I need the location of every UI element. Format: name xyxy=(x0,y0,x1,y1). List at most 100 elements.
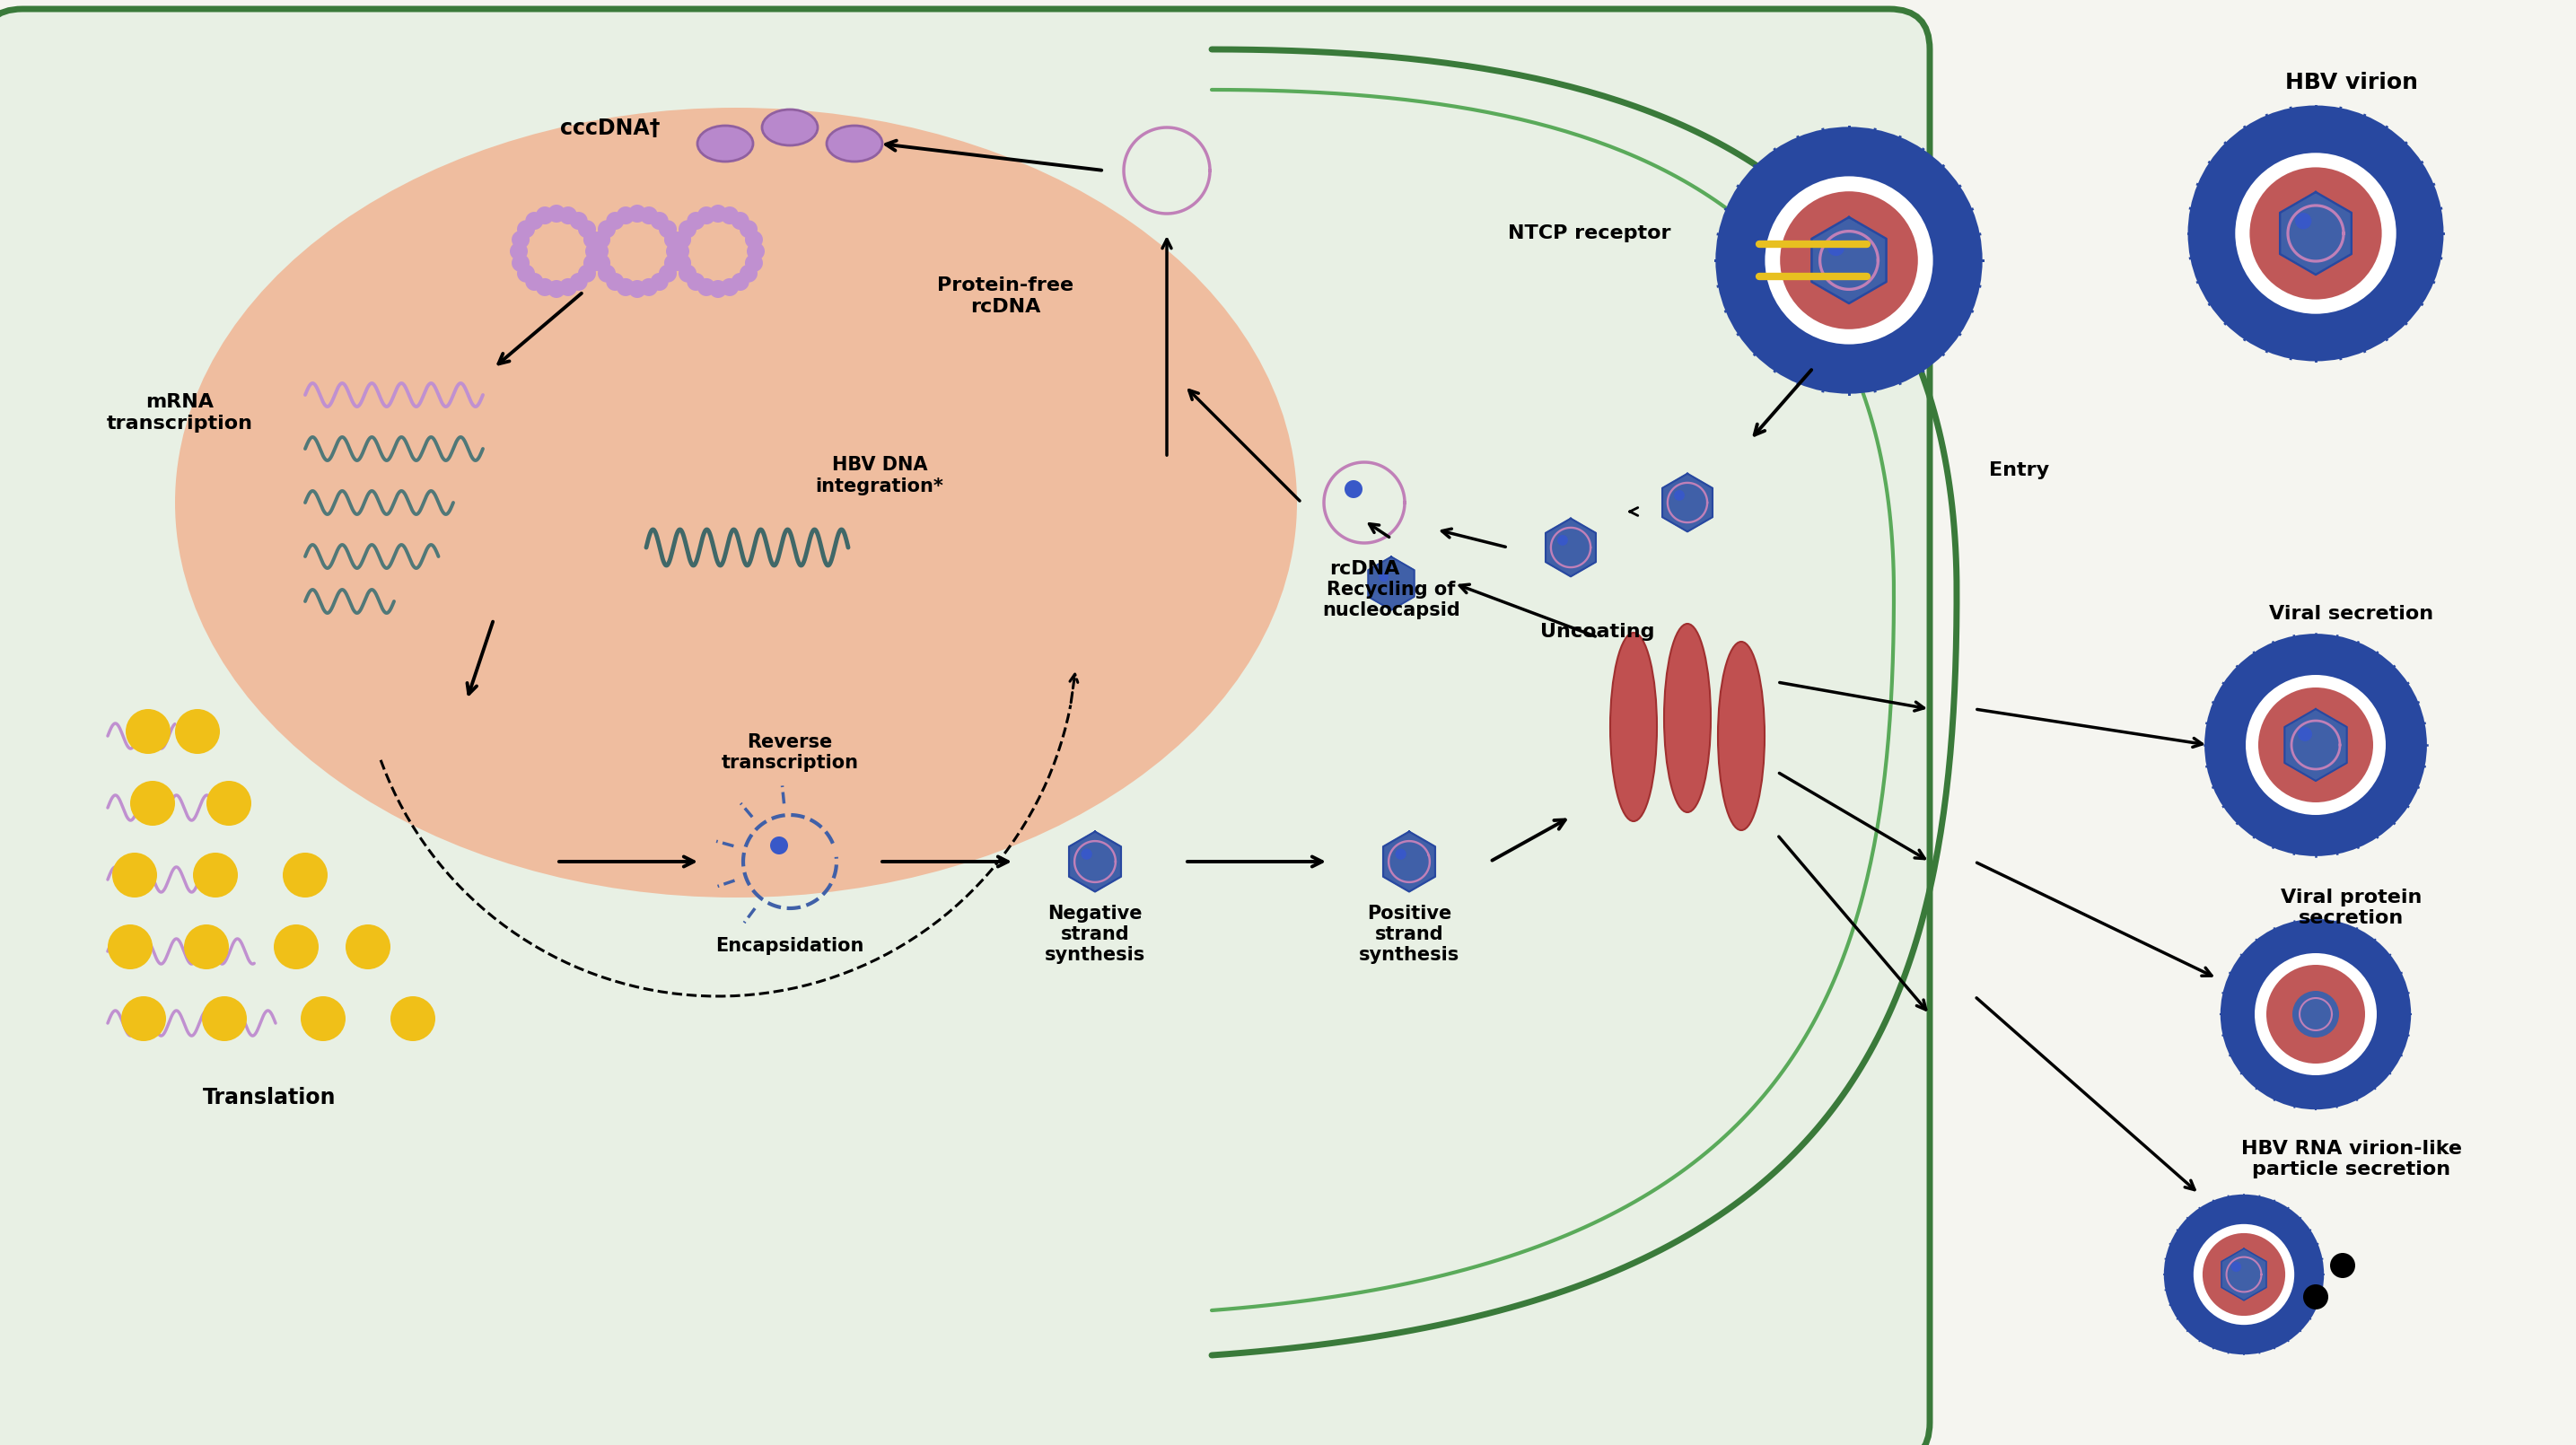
Circle shape xyxy=(605,212,623,230)
Text: Negative
strand
synthesis: Negative strand synthesis xyxy=(1046,905,1146,964)
Circle shape xyxy=(2195,1224,2295,1325)
Ellipse shape xyxy=(1718,642,1765,831)
Circle shape xyxy=(665,254,683,272)
Circle shape xyxy=(629,205,647,223)
Circle shape xyxy=(1378,572,1388,582)
Circle shape xyxy=(345,925,392,970)
Ellipse shape xyxy=(1664,624,1710,812)
Circle shape xyxy=(559,279,577,296)
Text: cccDNA†: cccDNA† xyxy=(562,117,659,139)
Circle shape xyxy=(616,279,634,296)
Text: Protein-free
rcDNA: Protein-free rcDNA xyxy=(938,277,1074,315)
Circle shape xyxy=(108,925,152,970)
Circle shape xyxy=(1754,166,1945,355)
Polygon shape xyxy=(2285,709,2347,780)
Circle shape xyxy=(2231,1261,2241,1272)
Text: mRNA
transcription: mRNA transcription xyxy=(106,393,252,432)
Circle shape xyxy=(592,231,611,249)
Circle shape xyxy=(739,220,757,238)
Circle shape xyxy=(721,207,739,224)
Circle shape xyxy=(744,254,762,272)
Text: Translation: Translation xyxy=(204,1087,335,1108)
Circle shape xyxy=(672,254,690,272)
Circle shape xyxy=(301,996,345,1040)
Circle shape xyxy=(672,231,690,249)
Circle shape xyxy=(1780,191,1919,329)
Circle shape xyxy=(392,996,435,1040)
Circle shape xyxy=(510,243,528,260)
Circle shape xyxy=(2303,1285,2329,1309)
Circle shape xyxy=(1716,127,1984,393)
Circle shape xyxy=(639,207,657,224)
Circle shape xyxy=(616,207,634,224)
Polygon shape xyxy=(2280,192,2352,275)
Circle shape xyxy=(698,279,716,296)
Circle shape xyxy=(732,212,750,230)
Text: Encapsidation: Encapsidation xyxy=(716,936,863,955)
Circle shape xyxy=(175,709,219,754)
Ellipse shape xyxy=(762,110,817,146)
Polygon shape xyxy=(1368,556,1414,610)
Circle shape xyxy=(639,279,657,296)
Circle shape xyxy=(536,207,554,224)
Polygon shape xyxy=(1383,832,1435,892)
Circle shape xyxy=(2293,991,2339,1038)
Circle shape xyxy=(2249,168,2383,299)
Circle shape xyxy=(536,279,554,296)
Circle shape xyxy=(688,212,706,230)
Circle shape xyxy=(721,279,739,296)
Circle shape xyxy=(2267,965,2365,1064)
Text: Viral secretion: Viral secretion xyxy=(2269,605,2434,623)
Circle shape xyxy=(569,273,587,290)
Circle shape xyxy=(513,231,531,249)
Circle shape xyxy=(598,264,616,282)
Circle shape xyxy=(2221,919,2411,1110)
Circle shape xyxy=(605,273,623,290)
Circle shape xyxy=(2187,105,2445,361)
Circle shape xyxy=(513,254,531,272)
Circle shape xyxy=(273,925,319,970)
Circle shape xyxy=(1345,480,1363,499)
Circle shape xyxy=(2187,1218,2300,1331)
Circle shape xyxy=(2295,212,2311,230)
Circle shape xyxy=(2331,1253,2354,1277)
Circle shape xyxy=(688,273,706,290)
Circle shape xyxy=(659,264,677,282)
Circle shape xyxy=(2246,675,2385,815)
Text: Positive
strand
synthesis: Positive strand synthesis xyxy=(1358,905,1461,964)
Circle shape xyxy=(2259,688,2372,802)
Ellipse shape xyxy=(1610,633,1656,821)
Text: NTCP receptor: NTCP receptor xyxy=(1507,224,1672,243)
Circle shape xyxy=(677,264,696,282)
Circle shape xyxy=(283,853,327,897)
Circle shape xyxy=(569,212,587,230)
Circle shape xyxy=(708,280,726,298)
Polygon shape xyxy=(1811,217,1886,303)
Ellipse shape xyxy=(827,126,884,162)
Circle shape xyxy=(732,273,750,290)
Circle shape xyxy=(1674,490,1685,501)
Text: Viral protein
secretion: Viral protein secretion xyxy=(2280,889,2421,928)
Polygon shape xyxy=(2221,1248,2267,1300)
Circle shape xyxy=(1558,535,1569,546)
Text: HBV RNA virion-like
particle secretion: HBV RNA virion-like particle secretion xyxy=(2241,1140,2463,1179)
Circle shape xyxy=(585,243,603,260)
Circle shape xyxy=(582,231,600,249)
Circle shape xyxy=(652,212,667,230)
Circle shape xyxy=(526,273,544,290)
Polygon shape xyxy=(1662,474,1713,532)
Circle shape xyxy=(667,243,685,260)
Text: Entry: Entry xyxy=(1989,461,2050,480)
Circle shape xyxy=(113,853,157,897)
Circle shape xyxy=(1396,848,1406,860)
Circle shape xyxy=(698,207,716,224)
Circle shape xyxy=(2246,944,2385,1084)
Circle shape xyxy=(2202,1233,2285,1316)
Circle shape xyxy=(747,243,765,260)
Circle shape xyxy=(2205,634,2427,855)
Circle shape xyxy=(1765,176,1932,344)
Circle shape xyxy=(672,243,690,260)
Circle shape xyxy=(577,264,595,282)
Text: HBV DNA
integration*: HBV DNA integration* xyxy=(817,457,943,496)
Text: Uncoating: Uncoating xyxy=(1540,623,1654,640)
